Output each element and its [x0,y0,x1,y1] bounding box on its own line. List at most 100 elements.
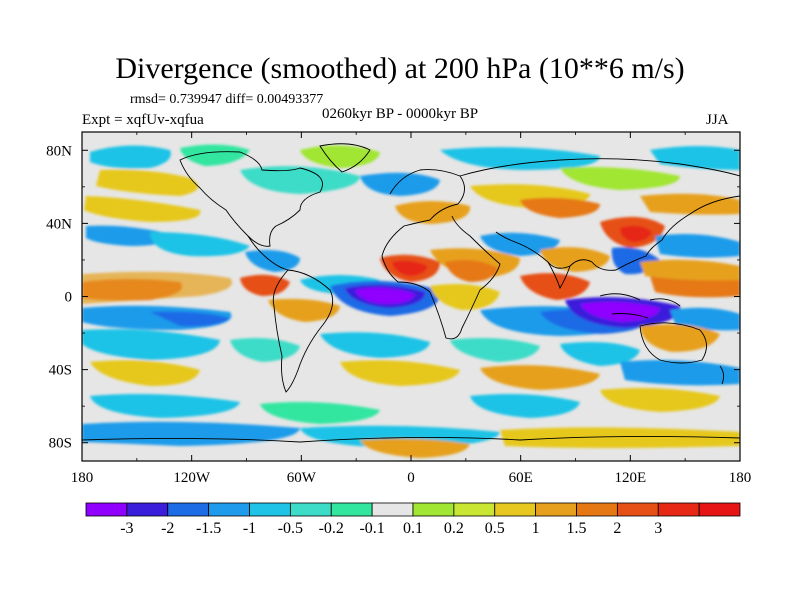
colorbar-swatch [85,502,128,517]
coast-central-america [247,235,289,271]
field-siberia-cyan [440,147,600,170]
colorbar-swatch [494,502,537,517]
field-southern-cyan2 [470,394,580,418]
period-label: 0260kyr BP - 0000kyr BP [322,106,479,122]
field-nw-pacific-blue [655,234,740,258]
field-n-pacific-cyan [150,232,250,257]
field-arctic-east-cyan [650,146,740,170]
colorbar-swatch [698,502,741,517]
lon-tick-label: 60W [287,470,317,486]
field-n-pacific-yellow [84,196,201,222]
colorbar-swatch [249,502,291,517]
field-s-africa-cyan [450,338,540,362]
field-c-asia-red [520,197,600,218]
coast-north-america [179,151,323,247]
field-s-am-orange [268,298,340,322]
colorbar-label: 1.5 [567,520,587,537]
field-n-atlantic-cyan [240,166,360,194]
lon-tick-label: 60E [509,470,533,486]
colorbar-label: -0.1 [359,520,384,537]
colorbar-swatch [167,502,210,517]
field-ne-asia-orange [640,193,740,215]
colorbar-label: 0.5 [485,520,505,537]
field-antarctic-orange [360,438,470,458]
coast-asia [459,158,740,271]
colorbar-swatch [576,502,618,517]
field-s-aus-yellow [600,388,720,412]
colorbar-swatch [616,502,659,517]
experiment-label: Expt = xqfUv-xqfua [82,112,204,128]
field-central-am-red [240,274,290,296]
field-w-pacific-orange [640,259,740,281]
field-s-pacific-cyan [82,329,220,360]
colorbar-label: -0.2 [319,520,344,537]
field-india-orange [540,247,610,272]
field-southern-green [260,402,380,424]
field-arctic-green [180,144,250,166]
coast-maritime [599,293,681,319]
latitude-axis: 80N 40N 0 40S 80S [46,143,740,452]
colorbar-swatch [657,502,700,517]
field-s-aus-blue [620,360,740,386]
colorbar-swatch [371,502,414,517]
field-n-pacific-orange [96,169,198,196]
field-europe-orange [395,201,471,224]
field-nw-pacific-core [620,225,652,242]
field-atl-convergence-core [355,287,415,304]
chart-title: Divergence (smoothed) at 200 hPa (10**6 … [115,52,685,85]
field-e-pacific-darkblue [150,311,230,327]
colorbar-label: -3 [120,520,133,537]
coast-europe-africa [381,169,501,340]
coast-antarctica [82,435,740,443]
field-africa-south-orange [430,284,500,310]
lat-tick-label: 40S [49,363,72,379]
lat-tick-label: 40N [46,216,72,232]
field-e-pacific-itcz-yellow [82,271,232,304]
field-s-pacific-orange [90,360,200,386]
lat-tick-label: 80S [49,436,72,452]
stats-text: rmsd= 0.739947 diff= 0.00493377 [130,92,324,107]
field-s-indian-orange [480,365,600,390]
field-indian-ocean-red [520,273,590,300]
coast-new-zealand [719,365,725,385]
field-asia-green [560,167,680,190]
colorbar-swatch [208,502,250,517]
colorbar: -3 -2 -1.5 -1 -0.5 -0.2 -0.1 0.1 0.2 0.5 1 1.5 2 3 [85,502,741,537]
field-europe-blue [360,172,440,196]
field-arctic-blue [90,145,171,169]
colorbar-swatch [453,502,496,517]
field-w-africa-core [392,260,428,276]
colorbar-swatch [412,502,455,517]
field-s-atl-cyan [320,332,430,358]
lon-tick-label: 120E [614,470,646,486]
colorbar-swatch [535,502,577,517]
colorbar-label: 0.2 [444,520,464,537]
field-s-america-blue [245,250,300,272]
field-e-africa-red [445,260,498,282]
coast-india [547,261,571,290]
colorbar-label: -1 [243,520,256,537]
colorbar-swatch [289,502,332,517]
colorbar-swatch [126,502,169,517]
colorbar-swatch [330,502,373,517]
lon-tick-label: 0 [407,470,415,486]
contour-fields [82,144,740,458]
field-s-atl-yellow [340,360,460,386]
colorbar-label: -1.5 [196,520,221,537]
field-s-am-cyan [230,338,300,362]
season-label: JJA [706,112,729,128]
field-antarctic-yellow [500,427,740,448]
field-southern-cyan [90,394,240,418]
coast-australia [639,322,707,364]
field-maritime-core [580,301,660,322]
colorbar-label: 2 [613,520,621,537]
lat-tick-label: 0 [65,290,73,306]
field-s-indian-cyan [560,342,640,366]
coastlines [82,143,740,443]
lon-tick-label: 180 [729,470,752,486]
coast-greenland [319,143,371,173]
colorbar-label: 1 [532,520,540,537]
field-s-pacific-blue [670,307,740,331]
lon-tick-label: 180 [71,470,94,486]
